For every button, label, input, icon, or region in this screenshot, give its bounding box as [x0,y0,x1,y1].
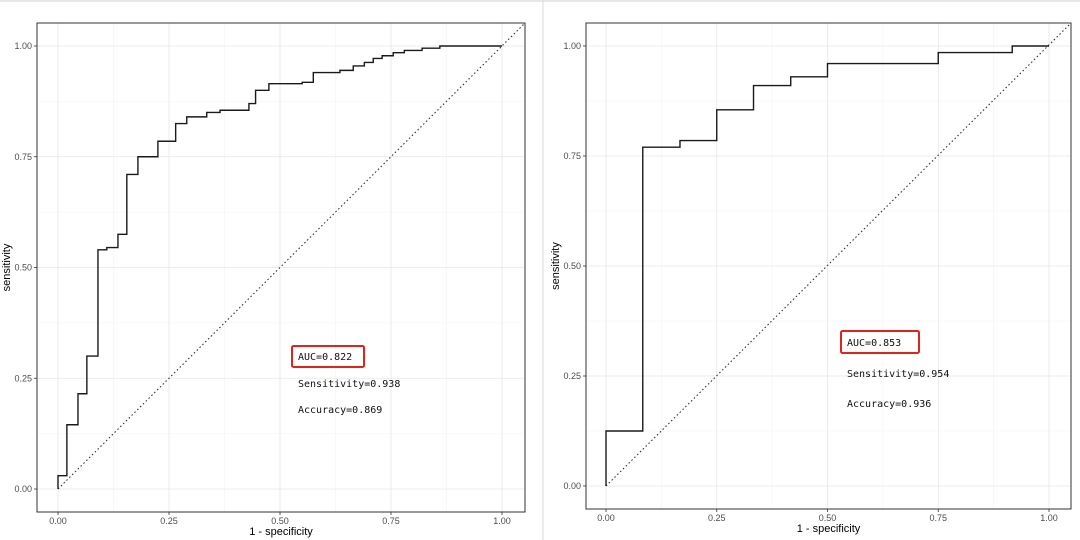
y-tick-label: 0.00 [14,484,32,494]
x-tick-label: 0.00 [49,516,67,526]
accuracy-annotation: Accuracy=0.869 [298,405,382,416]
x-tick-label: 0.25 [160,516,178,526]
y-tick-label: 0.00 [563,481,581,491]
x-tick-label: 0.75 [382,516,400,526]
x-tick-label: 1.00 [493,516,511,526]
x-tick-label: 1.00 [1040,513,1058,523]
roc-panel-1: 0.00 0.25 0.50 0.75 1.00 0.00 0.25 0.50 0.75 1.00… [1,22,526,538]
x-axis-title: 1 - specificity [249,526,313,538]
y-tick-label: 1.00 [14,41,32,51]
x-tick-label: 0.75 [929,513,947,523]
roc-curve-series-1 [57,45,502,489]
y-axis-title: sensitivity [550,242,562,290]
auc-annotation: AUC=0.822 [298,352,352,363]
x-tick-label: 0.50 [819,513,837,523]
sensitivity-annotation: Sensitivity=0.938 [298,379,400,390]
roc-curve-series-1 [605,45,1049,486]
y-tick-label: 1.00 [563,41,581,51]
x-tick-label: 0.00 [597,513,615,523]
auc-highlight-box [291,345,365,368]
x-tick-label: 0.50 [271,516,289,526]
y-axis-title: sensitivity [1,243,13,291]
accuracy-annotation: Accuracy=0.936 [847,399,931,410]
y-tick-label: 0.50 [563,261,581,271]
y-tick-label: 0.75 [563,151,581,161]
y-tick-label: 0.50 [14,263,32,273]
y-tick-label: 0.25 [563,371,581,381]
y-tick-label: 0.25 [14,373,32,383]
x-axis-title: 1 - specificity [797,523,861,535]
y-tick-label: 0.75 [14,152,32,162]
auc-annotation: AUC=0.853 [847,338,901,349]
auc-highlight-box [840,330,920,354]
sensitivity-annotation: Sensitivity=0.954 [847,369,949,380]
roc-panel-2: 0.00 0.25 0.50 0.75 1.00 0.00 0.25 0.50 0.75 1.00… [550,22,1072,535]
diagonal-reference-line [605,22,1072,487]
x-tick-label: 0.25 [708,513,726,523]
